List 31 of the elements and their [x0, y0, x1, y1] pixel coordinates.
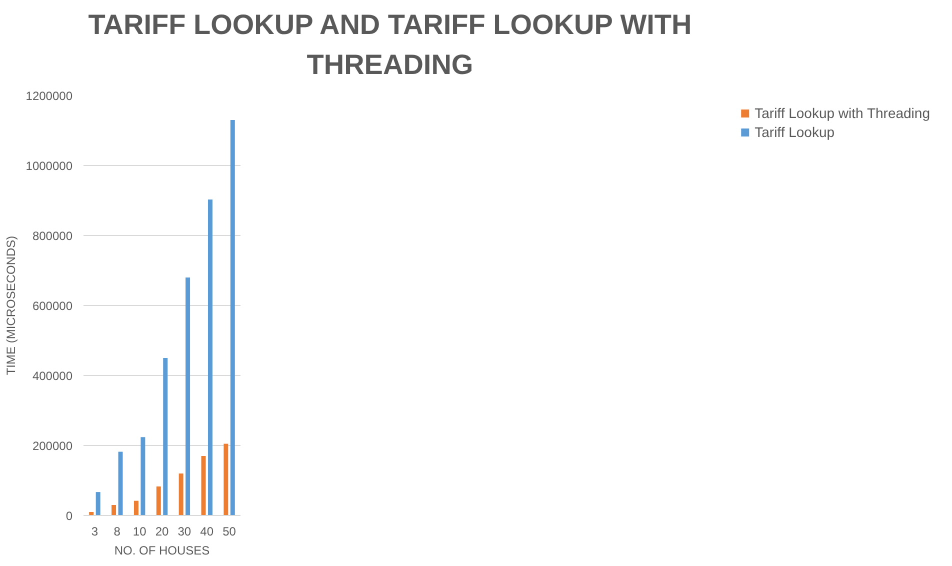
bar — [186, 278, 190, 516]
bar — [118, 452, 123, 516]
bar — [140, 437, 146, 516]
y-tick-label: 0 — [66, 509, 73, 523]
x-tick-label: 8 — [114, 524, 121, 538]
y-axis-title: TIME (MICROSECONDS) — [4, 236, 18, 376]
x-tick-label: 3 — [91, 524, 98, 538]
bar — [178, 474, 184, 516]
x-tick-label: 10 — [132, 524, 147, 538]
legend-label: Tariff Lookup with Threading — [754, 105, 930, 121]
bar — [96, 492, 100, 516]
y-tick-label: 1000000 — [26, 159, 73, 173]
y-tick-label: 1200000 — [26, 89, 73, 103]
bar — [224, 444, 228, 516]
bar — [112, 505, 116, 516]
x-axis-title: NO. OF HOUSES — [114, 544, 210, 558]
text: TARIFF LOOKUP AND TARIFF LOOKUP WITH THREADING — [88, 8, 692, 82]
x-tick-label: 50 — [222, 524, 236, 538]
bar — [156, 486, 161, 516]
y-tick-label: 200000 — [32, 439, 73, 453]
legend-label: Tariff Lookup — [754, 124, 835, 140]
x-tick-label: 30 — [178, 524, 192, 538]
y-tick-label: 800000 — [32, 229, 73, 243]
bar — [134, 500, 138, 516]
x-tick-label: 40 — [200, 524, 214, 538]
y-tick-label: 600000 — [32, 299, 73, 313]
y-tick-label: 400000 — [32, 369, 73, 383]
bar — [208, 199, 212, 516]
bar — [163, 358, 168, 516]
x-tick-label: 20 — [155, 524, 169, 538]
bar — [230, 120, 235, 516]
